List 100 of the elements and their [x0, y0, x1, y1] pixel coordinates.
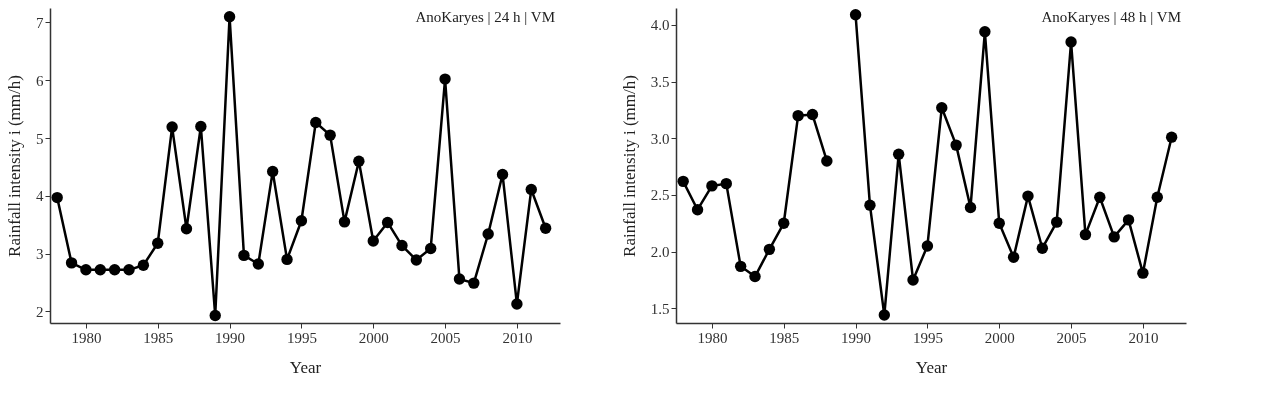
point	[792, 109, 804, 122]
y-tick-label: 2	[36, 303, 44, 320]
point	[381, 216, 394, 229]
point	[1007, 251, 1020, 263]
point	[763, 243, 776, 256]
y-tick-label: 4.0	[650, 17, 670, 34]
x-tick-label: 1980	[71, 329, 102, 346]
point	[936, 102, 948, 114]
point	[238, 249, 250, 262]
point	[907, 274, 919, 286]
x-tick-label: 1995	[912, 329, 943, 346]
point	[166, 121, 178, 133]
point	[496, 168, 509, 181]
point	[137, 259, 150, 271]
y-tick-label: 2.0	[650, 244, 670, 261]
x-tick-label: 1985	[769, 329, 800, 346]
point	[410, 254, 423, 266]
point	[338, 216, 351, 228]
y-axis-title: Rainfall intensity i (mm/h)	[619, 75, 639, 257]
point	[152, 237, 164, 249]
point	[821, 155, 833, 167]
point	[396, 239, 408, 252]
point	[295, 215, 308, 227]
point	[806, 108, 819, 121]
point	[706, 180, 718, 192]
point	[1137, 267, 1149, 279]
x-tick-label: 2000	[984, 329, 1015, 346]
point	[1079, 228, 1092, 241]
point	[964, 201, 977, 214]
x-tick-label: 1990	[841, 329, 872, 346]
point	[677, 175, 689, 188]
point	[691, 204, 704, 216]
point	[979, 26, 991, 38]
point	[892, 148, 905, 160]
x-tick-label: 1980	[697, 329, 728, 346]
x-axis-title: Year	[915, 357, 948, 377]
y-tick-label: 5	[36, 130, 44, 147]
point	[367, 235, 379, 247]
point	[1051, 216, 1063, 228]
point	[864, 199, 876, 211]
y-tick-label: 2.5	[650, 187, 670, 204]
x-axis-title: Year	[289, 357, 322, 377]
point	[223, 10, 236, 23]
point	[108, 264, 121, 276]
x-tick-label: 1995	[286, 329, 317, 346]
point	[511, 298, 523, 310]
point	[849, 9, 862, 21]
point	[878, 309, 891, 321]
point	[778, 217, 790, 229]
point	[1165, 131, 1178, 143]
x-tick-label: 2005	[430, 329, 461, 346]
point	[310, 116, 322, 129]
point	[1151, 191, 1163, 203]
point	[1108, 231, 1120, 243]
y-tick-label: 6	[36, 72, 44, 89]
point	[195, 120, 207, 133]
point	[468, 277, 480, 289]
point	[51, 191, 63, 204]
point	[353, 155, 365, 167]
annotation: AnoKaryes | 48 h | VM	[1041, 9, 1181, 25]
y-tick-label: 3	[36, 246, 44, 263]
point	[439, 73, 451, 85]
point	[1122, 214, 1135, 226]
point	[539, 222, 552, 234]
point	[94, 264, 106, 276]
point	[720, 177, 732, 190]
point	[180, 223, 193, 235]
point	[525, 183, 537, 196]
y-tick-label: 4	[36, 188, 44, 205]
y-tick-label: 1.5	[650, 300, 670, 317]
x-tick-label: 1985	[143, 329, 174, 346]
point	[425, 242, 437, 255]
point	[950, 139, 962, 151]
point	[453, 273, 466, 285]
y-tick-label: 3.5	[650, 74, 670, 91]
x-tick-label: 2000	[358, 329, 389, 346]
point	[921, 240, 934, 252]
point	[1036, 242, 1049, 254]
y-tick-label: 7	[36, 14, 44, 31]
point	[324, 129, 336, 141]
annotation: AnoKaryes | 24 h | VM	[415, 9, 555, 25]
point	[482, 228, 494, 240]
point	[252, 258, 265, 270]
point	[80, 264, 92, 276]
x-tick-label: 2010	[502, 329, 533, 346]
point	[1094, 191, 1106, 203]
point	[281, 253, 293, 266]
point	[749, 270, 761, 283]
y-axis-title: Rainfall intensity i (mm/h)	[5, 75, 24, 257]
point	[123, 264, 135, 276]
point	[993, 217, 1005, 229]
x-tick-label: 2010	[1128, 329, 1159, 346]
x-tick-label: 1990	[215, 329, 246, 346]
point	[266, 165, 279, 178]
x-tick-label: 2005	[1056, 329, 1087, 346]
y-tick-label: 3.0	[650, 130, 670, 147]
point	[734, 260, 747, 273]
point	[1022, 190, 1034, 202]
point	[209, 309, 221, 322]
point	[1065, 36, 1077, 48]
